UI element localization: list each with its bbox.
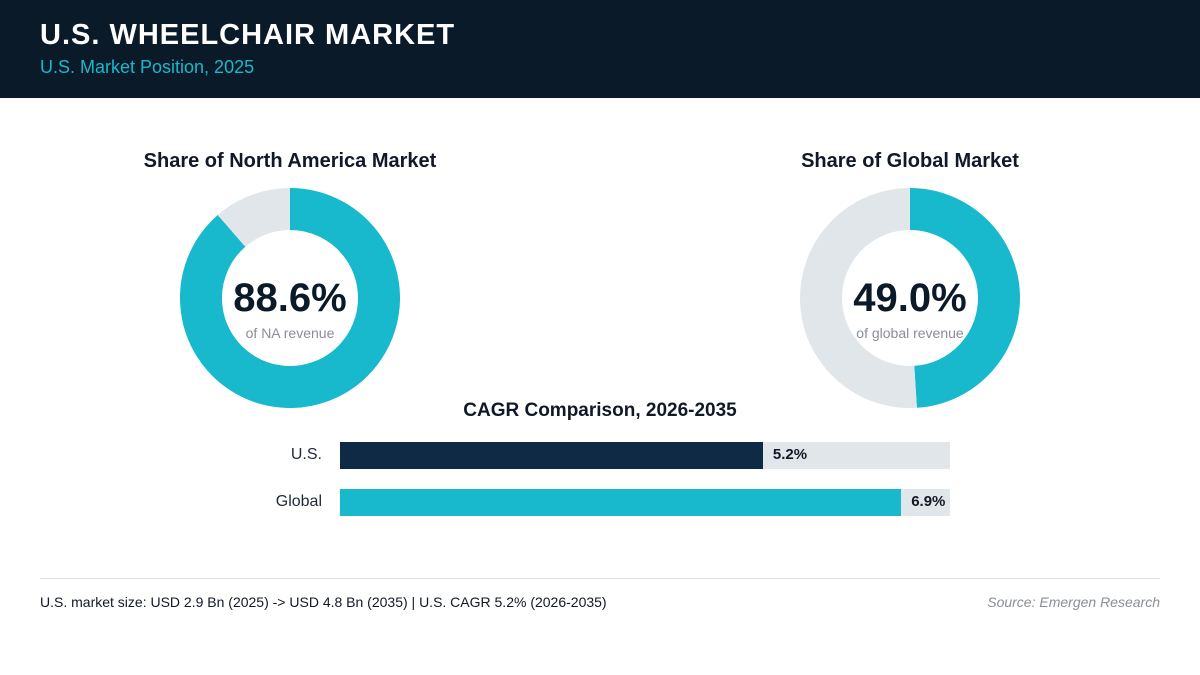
cagr-bar-us xyxy=(340,442,763,469)
na-share-title: Share of North America Market xyxy=(143,150,437,172)
global-share-caption: of global revenue xyxy=(856,325,964,341)
cagr-bar-label: Global xyxy=(275,493,322,510)
global-share-donut-chart: Share of Global Market 49.0% of global r… xyxy=(730,150,1090,420)
na-share-caption: of NA revenue xyxy=(245,325,335,341)
global-share-slice-0 xyxy=(909,188,1020,408)
na-share-slice-1 xyxy=(217,188,291,248)
global-share-title: Share of Global Market xyxy=(801,150,1019,172)
na-share-value: 88.6% xyxy=(233,276,347,320)
cagr-bar-track: 5.2% xyxy=(340,442,950,469)
cagr-bar-value: 5.2% xyxy=(772,446,808,463)
header-banner: U.S. WHEELCHAIR MARKET U.S. Market Posit… xyxy=(0,0,1200,98)
cagr-bar-track: 6.9% xyxy=(340,489,950,516)
cagr-bar-row-us: U.S. 5.2% xyxy=(0,442,1200,469)
cagr-bar-value: 6.9% xyxy=(911,493,946,510)
footer-note: U.S. market size: USD 2.9 Bn (2025) -> U… xyxy=(40,594,607,610)
page-title: U.S. WHEELCHAIR MARKET xyxy=(40,19,456,51)
global-share-value: 49.0% xyxy=(853,276,967,320)
global-share-slice-1 xyxy=(800,188,917,408)
global-share-donut xyxy=(800,188,1020,408)
footer-divider xyxy=(40,578,1160,579)
na-share-donut-chart: Share of North America Market 88.6% of N… xyxy=(110,150,470,420)
cagr-chart-title: CAGR Comparison, 2026-2035 xyxy=(463,400,737,421)
page-subtitle: U.S. Market Position, 2025 xyxy=(40,57,255,77)
source-credit: Source: Emergen Research xyxy=(987,594,1160,610)
cagr-bar-global xyxy=(340,489,902,516)
cagr-bar-label: U.S. xyxy=(290,446,322,463)
na-share-slice-0 xyxy=(180,188,400,408)
cagr-bar-row-global: Global 6.9% xyxy=(0,489,1200,516)
na-share-donut xyxy=(180,188,400,408)
